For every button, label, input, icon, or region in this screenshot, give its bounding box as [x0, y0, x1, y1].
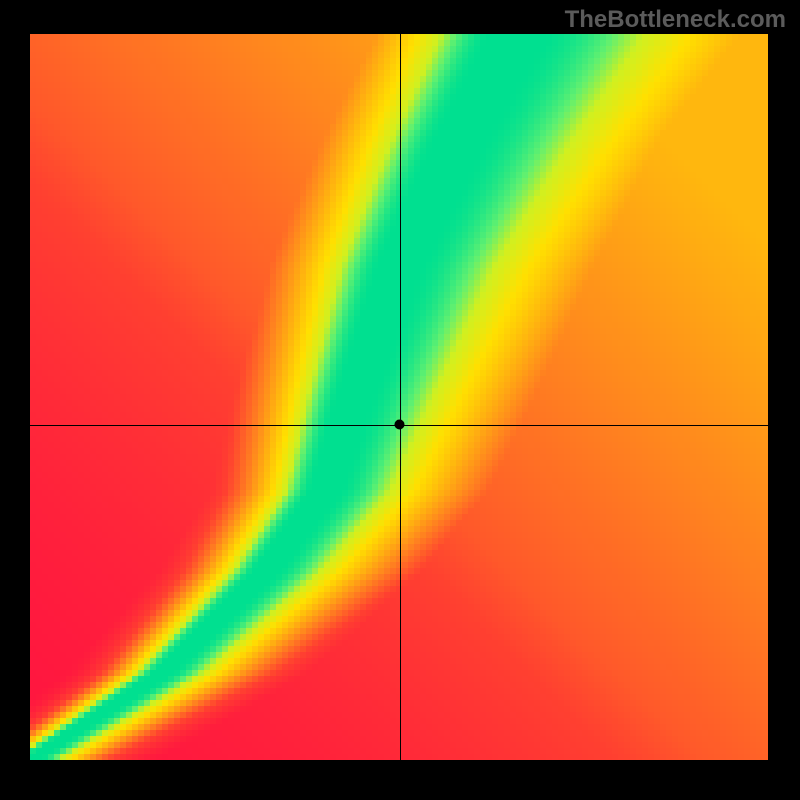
heatmap-canvas — [0, 0, 800, 800]
watermark-text: TheBottleneck.com — [565, 6, 786, 34]
